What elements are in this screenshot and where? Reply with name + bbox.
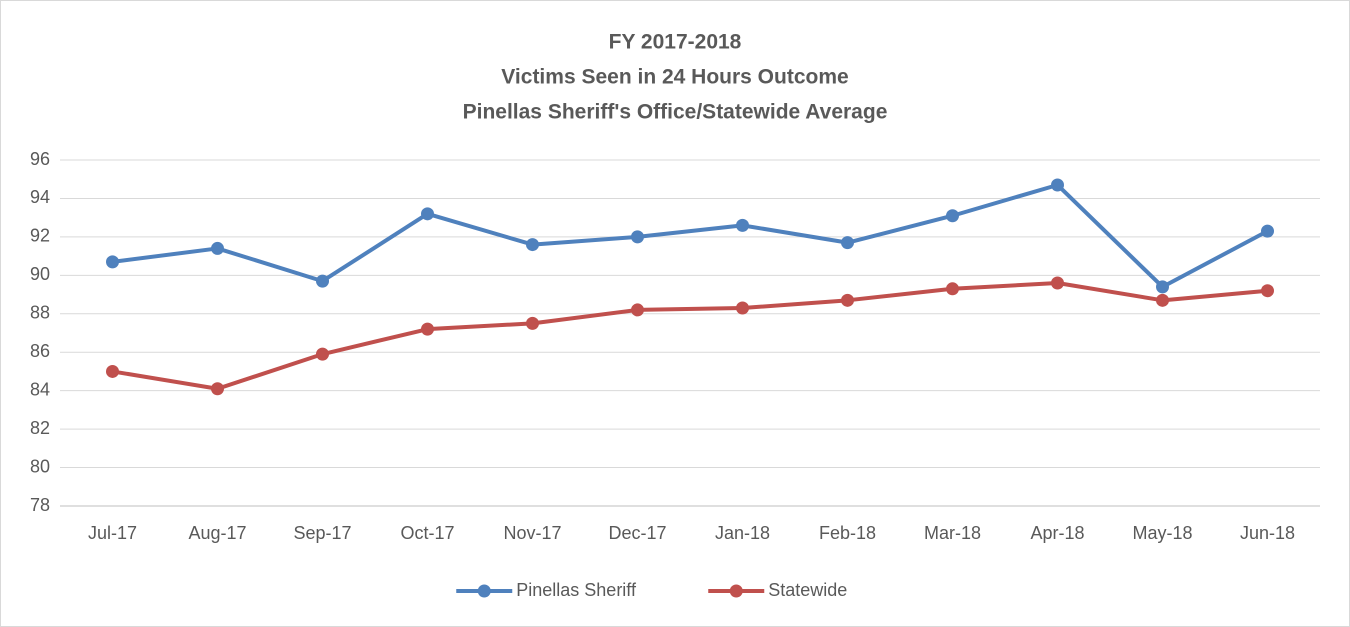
x-tick-label: Jul-17 <box>88 523 137 543</box>
chart-title: FY 2017-2018 <box>609 31 742 54</box>
y-tick-label: 92 <box>30 226 50 246</box>
data-point <box>631 230 644 244</box>
x-tick-label: Apr-18 <box>1030 523 1084 543</box>
x-tick-label: Aug-17 <box>188 523 246 543</box>
data-point <box>316 347 329 361</box>
data-point <box>1051 276 1064 290</box>
data-point <box>316 274 329 288</box>
series-line <box>112 281 1268 391</box>
data-point <box>1051 178 1064 192</box>
x-tick-label: Feb-18 <box>819 523 876 543</box>
data-point <box>841 236 854 250</box>
y-tick-label: 88 <box>30 303 50 323</box>
data-point <box>736 301 749 315</box>
y-tick-label: 90 <box>30 264 50 284</box>
legend-label: Pinellas Sheriff <box>516 580 637 600</box>
data-point <box>1261 224 1274 238</box>
data-point <box>106 255 119 269</box>
y-tick-label: 94 <box>30 187 50 207</box>
data-point <box>1261 284 1274 298</box>
legend-marker <box>477 584 491 598</box>
legend-marker <box>729 584 743 598</box>
x-tick-label: Mar-18 <box>924 523 981 543</box>
legend-label: Statewide <box>768 580 847 600</box>
data-point <box>211 241 224 255</box>
x-tick-label: May-18 <box>1132 523 1192 543</box>
data-point <box>946 282 959 296</box>
chart-title: Pinellas Sheriff's Office/Statewide Aver… <box>463 101 888 124</box>
x-tick-label: Jan-18 <box>715 523 770 543</box>
data-point <box>736 218 749 232</box>
x-tick-label: Dec-17 <box>608 523 666 543</box>
data-point <box>421 207 434 221</box>
data-point <box>421 322 434 336</box>
data-point <box>841 293 854 307</box>
y-tick-label: 80 <box>30 456 50 476</box>
data-point <box>1156 280 1169 294</box>
data-point <box>946 209 959 223</box>
chart-title: Victims Seen in 24 Hours Outcome <box>501 66 848 89</box>
x-tick-label: Sep-17 <box>293 523 351 543</box>
x-tick-label: Nov-17 <box>503 523 561 543</box>
data-point <box>631 303 644 317</box>
y-tick-label: 84 <box>30 379 50 399</box>
x-tick-label: Oct-17 <box>400 523 454 543</box>
y-tick-label: 82 <box>30 418 50 438</box>
data-point <box>526 316 539 330</box>
x-tick-label: Jun-18 <box>1240 523 1295 543</box>
y-tick-label: 86 <box>30 341 50 361</box>
data-point <box>106 364 119 378</box>
data-point <box>1156 293 1169 307</box>
data-point <box>526 238 539 252</box>
y-tick-label: 96 <box>30 149 50 169</box>
y-tick-label: 78 <box>30 495 50 515</box>
series-line <box>112 182 1269 289</box>
data-point <box>211 382 224 396</box>
